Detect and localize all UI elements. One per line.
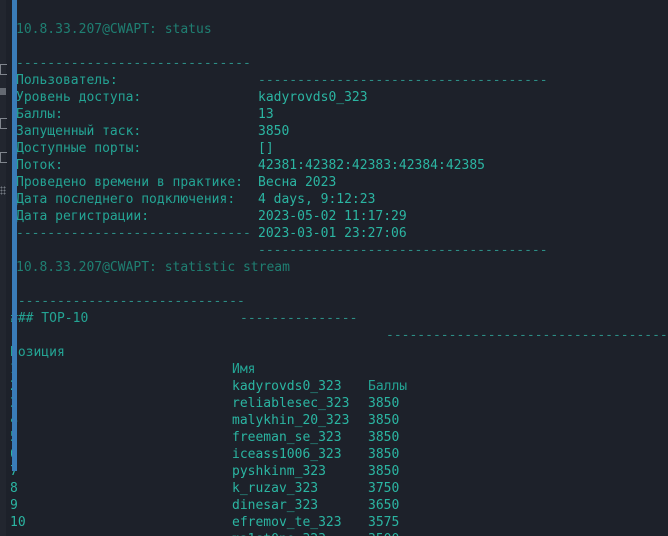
- panel-window-icon-2: [0, 152, 7, 163]
- status-row: Запущенный таск: []: [0, 106, 668, 156]
- row-score: 3850: [368, 430, 400, 445]
- prompt-line-statistic: 10.8.33.207@CWAPT: statistic stream: [0, 242, 668, 275]
- separator-statistic-top: ------------------------------ ---------…: [0, 276, 668, 343]
- status-row: Доступные порты: 42381:42382:42383:42384…: [0, 123, 668, 173]
- column-header-position: Позиция: [10, 345, 65, 360]
- status-row: Проведено времени в практике: 4 days, 9:…: [0, 157, 668, 207]
- table-row: 4 freeman_se_323 3850: [0, 395, 668, 462]
- status-value: 2023-03-01 23:27:06: [258, 226, 407, 241]
- row-score: 3500: [368, 531, 399, 536]
- table-row: 1 kadyrovds0_323 3850: [0, 344, 668, 411]
- row-score: 3850: [368, 396, 400, 411]
- panel-folder-icon: [0, 64, 7, 75]
- separator-status-bottom: ------------------------------ ---------…: [0, 208, 668, 258]
- row-score: 3850: [368, 464, 400, 479]
- row-name: kadyrovds0_323: [232, 379, 342, 394]
- table-row: 2 reliablesec_323 3850: [0, 361, 668, 428]
- separator-segment-left: ------------------------------: [16, 56, 251, 71]
- row-name: malykhin_20_323: [232, 413, 350, 428]
- row-position: 7: [10, 464, 18, 479]
- status-value: kadyrovds0_323: [258, 90, 368, 105]
- status-label: Поток:: [16, 158, 63, 173]
- column-header-score: Баллы: [368, 379, 408, 394]
- status-row: Дата регистрации: 2023-03-01 23:27:06: [0, 191, 668, 241]
- table-row: 6 pyshkinm_323 3750: [0, 429, 668, 496]
- panel-grid-icon: [0, 186, 6, 195]
- left-panel-gutter: [0, 0, 7, 536]
- row-score: 3750: [368, 481, 400, 496]
- row-name: freeman_se_323: [232, 430, 342, 445]
- row-position: 10: [10, 515, 26, 530]
- row-name: ma1st0ne_323: [232, 531, 326, 536]
- row-position: 8: [10, 481, 18, 496]
- separator-segment-left: ------------------------------: [16, 226, 251, 241]
- column-header-name: Имя: [232, 362, 256, 377]
- status-row: Дата последнего подключения: 2023-05-02 …: [0, 174, 668, 224]
- status-value: 4 days, 9:12:23: [258, 192, 376, 207]
- row-score: 3850: [368, 413, 400, 428]
- panel-window-icon: [0, 118, 7, 129]
- scrollbar-thumb[interactable]: [12, 0, 17, 471]
- prompt-text-statistic: 10.8.33.207@CWAPT: statistic stream: [16, 260, 290, 275]
- row-name: dinesar_323: [232, 498, 319, 513]
- status-value: 42381:42382:42383:42384:42385: [258, 158, 485, 173]
- status-label: Пользователь:: [16, 73, 118, 88]
- status-row: Поток: Весна 2023: [0, 140, 668, 190]
- separator-segment-right: -------------------------------------: [258, 243, 548, 258]
- status-label: Дата регистрации:: [16, 209, 150, 224]
- separator-segment-score: -------------------------------------: [386, 328, 668, 343]
- row-score: 3575: [368, 515, 400, 530]
- status-row: Уровень доступа: 13: [0, 72, 668, 122]
- status-label: Доступные порты:: [16, 141, 142, 156]
- panel-cursor-icon: [0, 88, 6, 95]
- row-name: k_ruzav_323: [232, 481, 319, 496]
- status-label: Дата последнего подключения:: [16, 192, 236, 207]
- separator-status-top: ------------------------------ ---------…: [0, 38, 668, 88]
- row-name: efremov_te_323: [232, 515, 342, 530]
- status-row: Баллы: 3850: [0, 89, 668, 139]
- top10-title: ### TOP-10: [0, 293, 668, 326]
- status-value: 13: [258, 107, 274, 122]
- prompt-line-status: 10.8.33.207@CWAPT: status: [0, 4, 668, 37]
- status-row: Пользователь: kadyrovds0_323: [0, 55, 668, 105]
- status-value: []: [258, 141, 274, 156]
- table-row: 5 iceass1006_323 3850: [0, 412, 668, 479]
- row-score: 3650: [368, 498, 400, 513]
- row-name: iceass1006_323: [232, 447, 342, 462]
- separator-segment-name: ---------------: [240, 311, 358, 326]
- table-row: 7 k_ruzav_323 3650: [0, 446, 668, 513]
- scrollbar-track[interactable]: [6, 0, 17, 536]
- row-score: 3850: [368, 447, 400, 462]
- status-value: 3850: [258, 124, 290, 139]
- table-row: 9 efremov_te_323 3500: [0, 480, 668, 536]
- table-row: 8 dinesar_323 3575: [0, 463, 668, 530]
- row-name: pyshkinm_323: [232, 464, 326, 479]
- row-name: reliablesec_323: [232, 396, 350, 411]
- status-label: Баллы:: [16, 107, 63, 122]
- top10-table-header: Позиция Имя Баллы: [0, 327, 668, 394]
- table-row: 3 malykhin_20_323 3850: [0, 378, 668, 445]
- status-value: 2023-05-02 11:17:29: [258, 209, 407, 224]
- status-label: Запущенный таск:: [16, 124, 142, 139]
- status-value: Весна 2023: [258, 175, 337, 190]
- separator-segment-position: ------------------------------: [10, 294, 245, 309]
- status-label: Проведено времени в практике:: [16, 175, 243, 190]
- status-label: Уровень доступа:: [16, 90, 142, 105]
- row-position: 9: [10, 498, 18, 513]
- separator-segment-right: -------------------------------------: [258, 73, 548, 88]
- top10-title-text: ### TOP-10: [10, 311, 89, 326]
- prompt-text-status: 10.8.33.207@CWAPT: status: [16, 22, 212, 37]
